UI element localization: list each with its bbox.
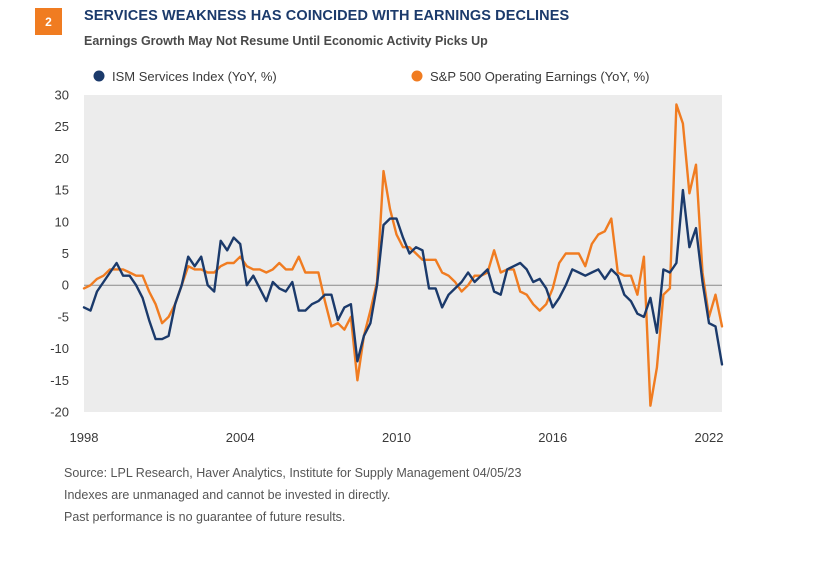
y-tick-label: -15 — [50, 373, 69, 388]
y-tick-label: 0 — [62, 278, 69, 293]
source-note: Source: LPL Research, Haver Analytics, I… — [64, 466, 522, 480]
legend-marker-earnings — [411, 70, 423, 82]
y-tick-label: 25 — [55, 119, 69, 134]
y-tick-label: 10 — [55, 214, 69, 229]
series-lines — [82, 103, 724, 407]
disclaimer-index-note: Indexes are unmanaged and cannot be inve… — [64, 488, 391, 502]
series-line-sp500-earnings — [82, 103, 724, 407]
y-tick-label: -10 — [50, 341, 69, 356]
legend-label-ism: ISM Services Index (YoY, %) — [112, 69, 277, 84]
plot-area — [84, 95, 722, 412]
legend-marker-ism — [93, 70, 105, 82]
figure-number-badge: 2 — [35, 8, 62, 35]
x-tick-label: 2016 — [538, 430, 567, 445]
chart-subtitle: Earnings Growth May Not Resume Until Eco… — [84, 34, 488, 48]
x-tick-label: 2010 — [382, 430, 411, 445]
chart-title: SERVICES WEAKNESS HAS COINCIDED WITH EAR… — [84, 8, 570, 24]
y-tick-label: -5 — [57, 309, 69, 324]
y-tick-label: -20 — [50, 405, 69, 420]
y-tick-label: 20 — [55, 151, 69, 166]
legend-label-earnings: S&P 500 Operating Earnings (YoY, %) — [430, 69, 649, 84]
x-tick-label: 2004 — [226, 430, 255, 445]
chart-notes: Source: LPL Research, Haver Analytics, I… — [64, 462, 521, 528]
x-tick-label: 2022 — [695, 430, 724, 445]
series-line-ism-services — [82, 188, 724, 366]
disclaimer-performance-note: Past performance is no guarantee of futu… — [64, 510, 346, 524]
x-tick-label: 1998 — [70, 430, 99, 445]
y-tick-label: 15 — [55, 183, 69, 198]
y-tick-label: 5 — [62, 246, 69, 261]
y-tick-label: 30 — [55, 88, 69, 103]
legend: ISM Services Index (YoY, %) S&P 500 Opera… — [93, 69, 649, 84]
